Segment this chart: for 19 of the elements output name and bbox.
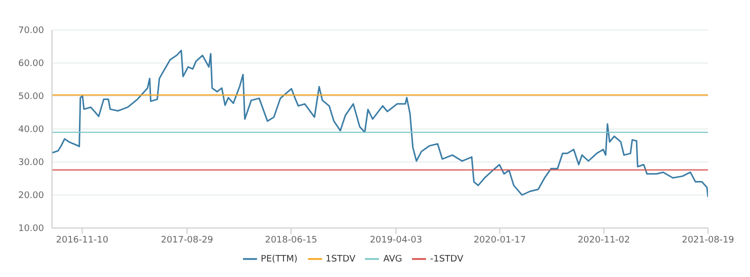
x-tick-label: 2016-11-10 — [56, 235, 109, 246]
y-tick-label: 40.00 — [18, 125, 44, 136]
x-tick-label: 2021-08-19 — [682, 235, 734, 246]
x-tick-label: 2020-01-17 — [474, 235, 526, 246]
y-tick-label: 30.00 — [18, 158, 44, 168]
line-series — [52, 50, 708, 198]
x-tick-label: 2020-11-02 — [578, 235, 630, 246]
y-tick-label: 20.00 — [18, 191, 44, 202]
x-tick-label: 2019-04-03 — [370, 235, 422, 246]
x-tick-label: 2017-08-29 — [160, 235, 214, 246]
legend-label: PE(TTM) — [260, 254, 298, 264]
y-tick-label: 50.00 — [18, 92, 44, 102]
x-tick-label: 2018-06-15 — [264, 235, 318, 246]
y-tick-label: 10.00 — [18, 224, 44, 234]
y-tick-label: 60.00 — [18, 59, 44, 70]
legend-label: AVG — [383, 254, 402, 264]
legend-label: 1STDV — [326, 254, 356, 264]
legend-label: -1STDV — [430, 254, 464, 264]
y-tick-label: 70.00 — [18, 26, 44, 36]
